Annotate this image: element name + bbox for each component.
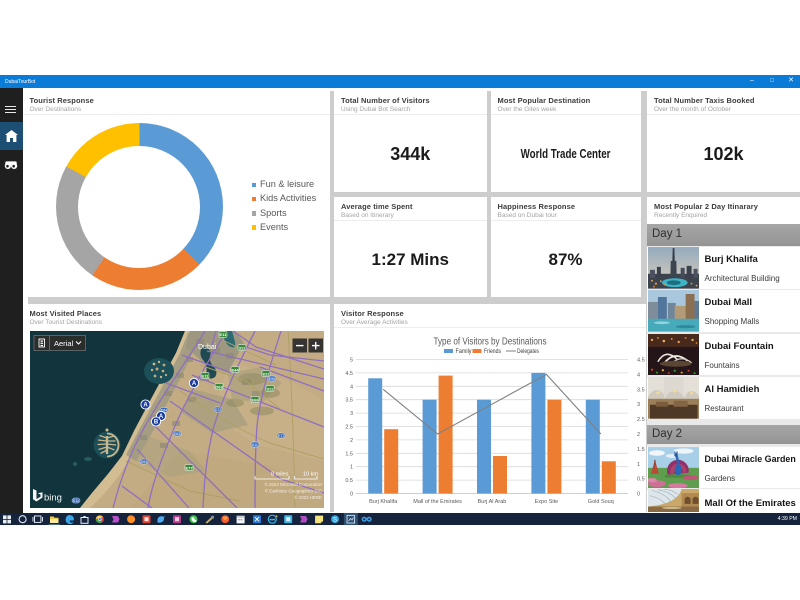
svg-text:311: 311 — [266, 387, 273, 392]
svg-text:E11: E11 — [72, 499, 78, 503]
svg-text:4.5: 4.5 — [637, 357, 645, 363]
svg-text:611: 611 — [252, 443, 258, 447]
svg-text:© 2023 Microsoft Corporation: © 2023 Microsoft Corporation — [264, 482, 322, 487]
svg-text:2: 2 — [350, 437, 353, 443]
svg-text:D72: D72 — [214, 408, 221, 412]
svg-text:D94: D94 — [140, 460, 147, 464]
svg-text:Burj Khalifa: Burj Khalifa — [369, 499, 398, 505]
svg-text:4: 4 — [637, 372, 640, 378]
svg-text:E77: E77 — [277, 434, 283, 438]
svg-text:5: 5 — [350, 357, 353, 363]
svg-text:© Earthstar Geographics SIO: © Earthstar Geographics SIO — [264, 489, 322, 494]
svg-text:0: 0 — [637, 491, 640, 497]
svg-text:1: 1 — [637, 461, 640, 467]
svg-text:Gold Souq: Gold Souq — [588, 499, 614, 505]
svg-text:Mall of the Emirates: Mall of the Emirates — [413, 499, 462, 505]
svg-text:4.5: 4.5 — [345, 370, 353, 376]
svg-text:A: A — [158, 414, 163, 420]
svg-text:D63: D63 — [173, 432, 180, 436]
svg-text:611: 611 — [262, 372, 269, 377]
svg-text:E77: E77 — [185, 466, 193, 471]
svg-text:© 2023 HERE: © 2023 HERE — [294, 495, 322, 500]
svg-text:0.5: 0.5 — [637, 476, 645, 482]
svg-text:E66: E66 — [268, 377, 274, 381]
svg-text:3: 3 — [637, 402, 640, 408]
svg-text:0: 0 — [350, 491, 353, 497]
svg-text:2.5: 2.5 — [637, 417, 645, 423]
svg-text:Type of Visitors by Destinatio: Type of Visitors by Destinations — [434, 336, 547, 347]
svg-text:B: B — [153, 420, 158, 426]
svg-text:2.5: 2.5 — [345, 424, 353, 430]
svg-text:1.5: 1.5 — [345, 451, 353, 457]
svg-text:311: 311 — [238, 346, 245, 351]
svg-text:E11: E11 — [201, 374, 209, 379]
svg-text:Dubai: Dubai — [198, 344, 217, 351]
svg-text:Burj Al Arab: Burj Al Arab — [478, 499, 507, 505]
svg-text:Delegates: Delegates — [517, 348, 539, 355]
svg-text:D94: D94 — [160, 409, 167, 413]
svg-text:Friends: Friends — [484, 348, 501, 355]
svg-text:E11: E11 — [219, 332, 227, 337]
svg-text:10 km: 10 km — [303, 472, 318, 478]
svg-text:bing: bing — [44, 493, 62, 504]
svg-text:D63: D63 — [215, 385, 223, 390]
svg-text:1.5: 1.5 — [637, 446, 645, 452]
svg-text:Aerial: Aerial — [54, 339, 74, 348]
svg-text:3.5: 3.5 — [345, 397, 353, 403]
svg-text:4: 4 — [350, 384, 353, 390]
svg-text:3.5: 3.5 — [637, 387, 645, 393]
svg-text:E44: E44 — [231, 368, 239, 373]
svg-text:1: 1 — [350, 464, 353, 470]
svg-text:S: S — [333, 517, 337, 523]
svg-text:Family: Family — [456, 348, 473, 355]
svg-text:8 miles: 8 miles — [271, 472, 289, 478]
svg-text:3: 3 — [350, 411, 353, 417]
svg-text:A: A — [191, 381, 196, 387]
svg-text:E66: E66 — [251, 398, 259, 403]
svg-text:A: A — [143, 403, 148, 409]
svg-text:2: 2 — [637, 432, 640, 438]
svg-text:Expo Site: Expo Site — [535, 499, 559, 505]
svg-text:0.5: 0.5 — [345, 478, 353, 484]
